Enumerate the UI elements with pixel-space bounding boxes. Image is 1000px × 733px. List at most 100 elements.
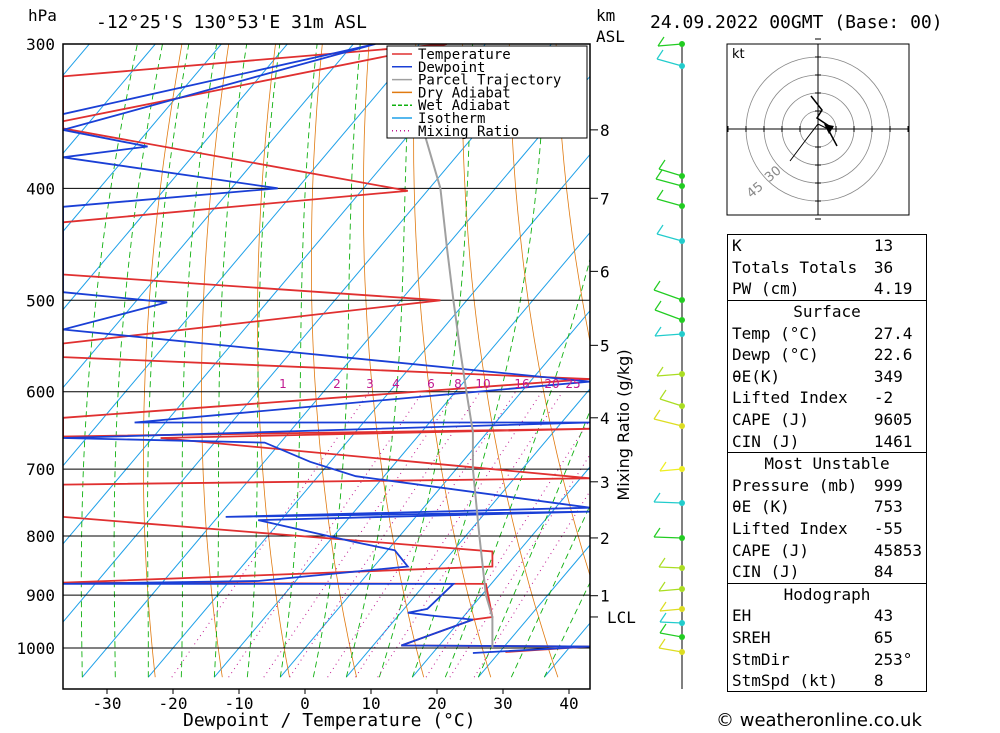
wind-barb-flag (656, 49, 664, 60)
wind-barb-flag (653, 409, 661, 420)
wind-barb-flag (655, 169, 663, 180)
index-label: θE (K) (732, 497, 790, 517)
wet-adiabat-line (444, 257, 590, 678)
wind-barb-flag (656, 224, 664, 235)
y-tick-label: 500 (26, 291, 55, 310)
index-label: CIN (J) (732, 431, 800, 451)
isotherm-line (63, 44, 289, 311)
mixing-ratio-label: 8 (454, 377, 462, 391)
mixing-ratio-line (425, 418, 590, 678)
index-label: CAPE (J) (732, 540, 810, 560)
index-label: StmDir (732, 649, 790, 669)
wind-barb (655, 178, 683, 187)
wind-barb (659, 398, 683, 407)
wind-barb-flag (653, 280, 661, 291)
isotherm-line (147, 153, 590, 678)
wind-barbs (653, 36, 685, 689)
wet-adiabat-line (411, 44, 547, 678)
y-tick-label: 900 (26, 586, 55, 605)
index-value: 1461 (873, 431, 913, 451)
wet-adiabat-line (477, 409, 590, 678)
wind-barb (657, 43, 683, 47)
wind-barb-flag (657, 36, 665, 47)
dry-adiabat-line (555, 44, 590, 344)
legend-label: Parcel Trajectory (418, 73, 561, 89)
x-tick-label: 30 (493, 694, 512, 713)
legend-label: Isotherm (418, 111, 485, 127)
mixing-ratio-label: 6 (427, 377, 435, 391)
dry-adiabat-line (413, 44, 492, 678)
x-tick-label: -10 (225, 694, 254, 713)
wind-barb-flag (658, 159, 666, 170)
wind-barb-flag (654, 326, 662, 337)
index-value: 253° (873, 649, 913, 669)
wind-barb-flag (659, 601, 667, 612)
location-title: -12°25'S 130°53'E 31m ASL (96, 12, 367, 33)
hodograph-storm-marker (824, 124, 834, 134)
km-tick-label: 8 (600, 121, 610, 140)
wet-adiabat-line (246, 44, 281, 678)
legend-label: Wet Adiabat (418, 98, 511, 114)
wind-barb-flag (658, 638, 666, 649)
dry-adiabat-line (461, 44, 559, 678)
index-label: CIN (J) (732, 562, 800, 582)
plot-frame (62, 43, 591, 690)
dry-adiabat-line (201, 44, 230, 678)
indices-table: K 13 Totals Totals 36 PW (cm) 4.19 Surface Te… (727, 234, 927, 693)
index-value: 65 (873, 627, 894, 647)
index-value: 349 (873, 366, 903, 386)
dry-adiabat-line (257, 44, 290, 678)
index-label: K (732, 236, 742, 256)
dry-adiabat-line (977, 44, 1000, 677)
x-tick-label: 40 (559, 694, 578, 713)
wind-barb-flag (659, 612, 667, 623)
mixing-ratio-line (377, 391, 564, 678)
y-tick-label: 700 (26, 460, 55, 479)
isotherm-line (63, 44, 421, 467)
index-value: 753 (873, 497, 903, 517)
index-label: Lifted Index (732, 519, 848, 539)
surface-heading: Surface (793, 302, 861, 322)
wind-barb-flag (653, 492, 661, 503)
mixing-ratio-label: 16 (514, 377, 529, 391)
wind-barb-flag (658, 557, 666, 568)
wind-barb-flag (659, 461, 667, 472)
km-tick-label: 1 (600, 587, 610, 606)
legend-label: Mixing Ratio (418, 124, 519, 140)
wind-barb (659, 621, 683, 624)
isotherm-line (63, 44, 223, 233)
wind-barb (658, 647, 683, 653)
index-value: 9605 (873, 410, 913, 430)
wind-barb (656, 58, 683, 67)
wind-barb-flag (658, 581, 666, 592)
mixing-ratio-line (289, 391, 481, 678)
km-tick-label: 2 (600, 529, 610, 548)
wind-barb-flag (656, 366, 664, 377)
index-label: Dewp (°C) (732, 345, 819, 365)
wet-adiabat-line (378, 44, 474, 678)
units-asl: ASL (596, 27, 625, 46)
index-value: 45853 (873, 540, 922, 560)
wet-adiabat-line (213, 44, 248, 678)
x-tick-label: 0 (300, 694, 310, 713)
series-temperature (63, 44, 590, 653)
x-tick-label: 10 (361, 694, 380, 713)
y-tick-label: 300 (26, 35, 55, 54)
wet-adiabat-line (345, 44, 412, 678)
wind-barb (658, 168, 683, 177)
y-tick-label: 400 (26, 179, 55, 198)
hodograph-heading: Hodograph (783, 584, 871, 604)
wind-barb-flag (659, 389, 667, 400)
mixing-ratio-label: 10 (475, 377, 490, 391)
index-label: EH (732, 606, 752, 626)
units-km: km (596, 6, 616, 25)
index-label: θE(K) (732, 366, 781, 386)
index-label: PW (cm) (732, 279, 800, 299)
index-value: 84 (873, 562, 894, 582)
wet-adiabat-line (80, 44, 138, 678)
index-value: -55 (873, 519, 903, 539)
legend-box (386, 45, 588, 139)
legend-label: Dry Adiabat (418, 85, 511, 101)
